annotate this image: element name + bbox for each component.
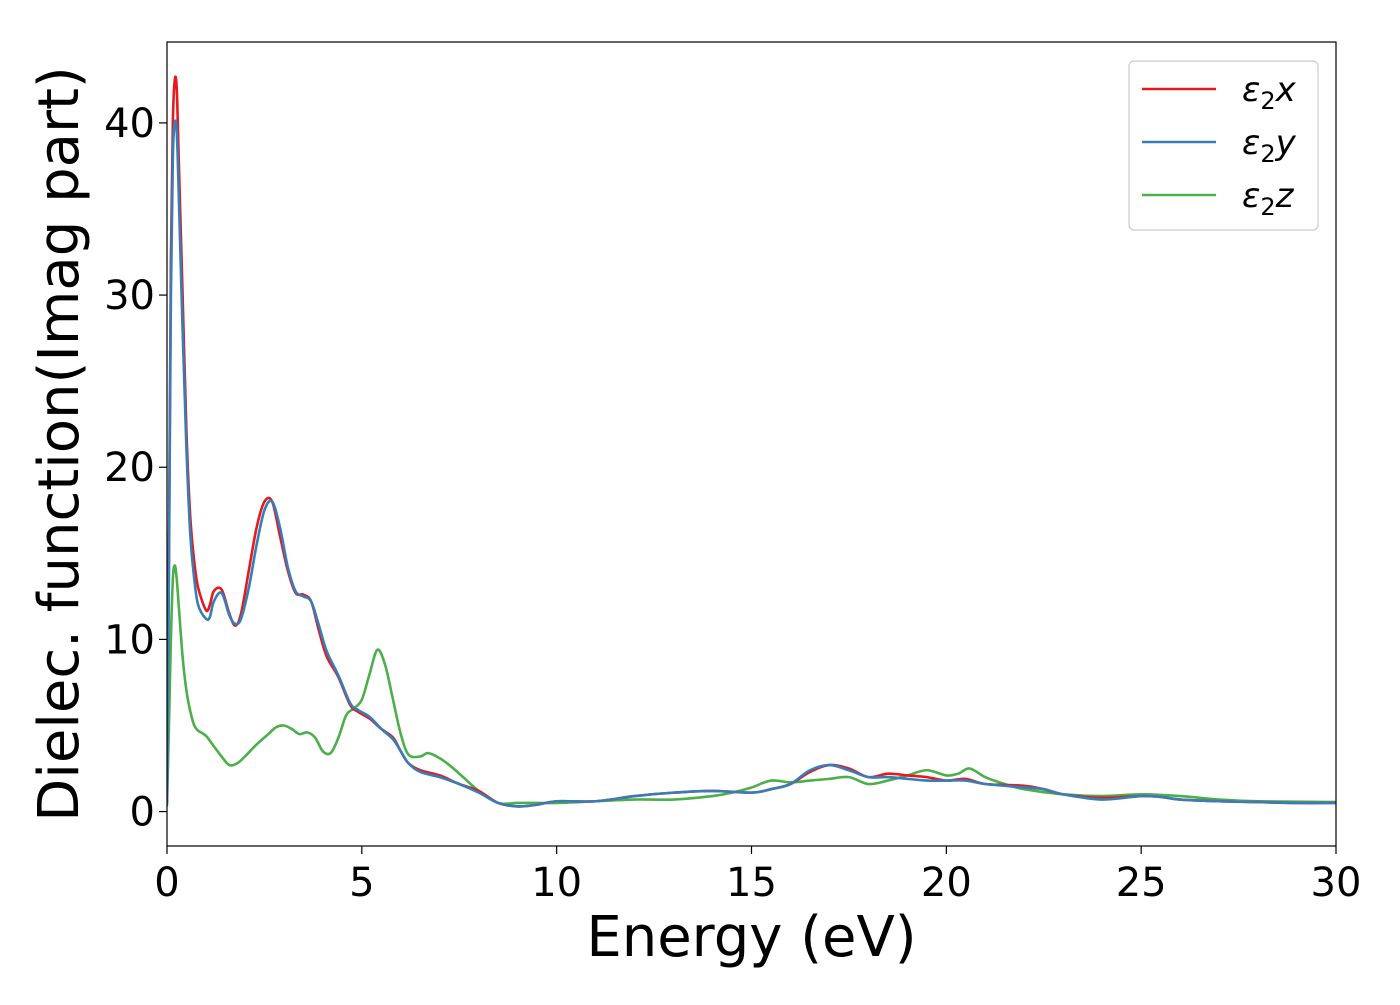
- legend-label-z: ε2z: [1242, 176, 1295, 221]
- legend-items: ε2x ε2y ε2z: [1142, 70, 1297, 221]
- series-line-z: [167, 564, 1336, 807]
- y-tick-label: 30: [104, 273, 155, 319]
- series-line-y: [167, 119, 1336, 808]
- x-tick-label: 10: [531, 860, 582, 906]
- legend-label-x: ε2x: [1242, 70, 1297, 115]
- x-tick-label: 25: [1116, 860, 1167, 906]
- y-tick-label: 10: [104, 617, 155, 663]
- x-tick-label: 5: [349, 860, 374, 906]
- series-layer: [167, 75, 1336, 808]
- y-tick-label: 20: [104, 445, 155, 491]
- x-tick-label: 15: [726, 860, 777, 906]
- legend-label-y: ε2y: [1242, 123, 1297, 168]
- y-axis-label: Dielec. function(Imag part): [27, 66, 92, 822]
- y-tick-label: 0: [130, 790, 155, 836]
- legend: ε2x ε2y ε2z: [1128, 60, 1319, 231]
- x-axis-ticks: 0 5 10 15 20 25 30: [154, 846, 1361, 906]
- x-tick-label: 20: [921, 860, 972, 906]
- legend-box: [1128, 60, 1319, 231]
- y-axis-ticks: 0 10 20 30 40: [104, 101, 167, 836]
- x-tick-label: 30: [1311, 860, 1362, 906]
- y-tick-label: 40: [104, 101, 155, 147]
- x-tick-label: 0: [154, 860, 179, 906]
- x-axis-label: Energy (eV): [586, 905, 916, 970]
